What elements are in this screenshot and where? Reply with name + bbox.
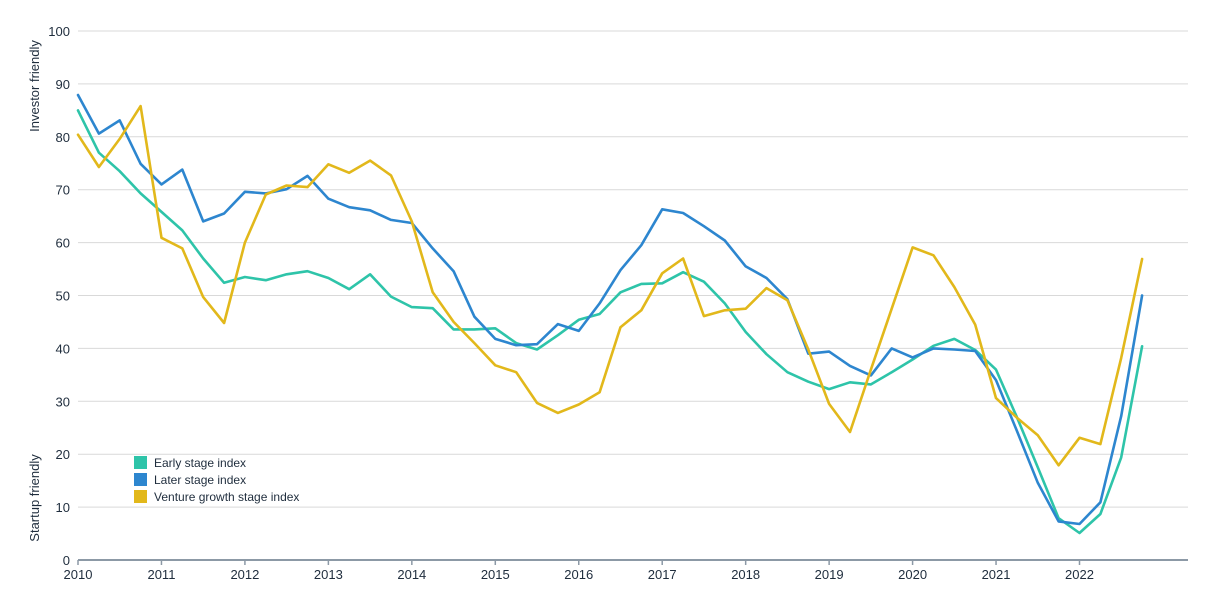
y-tick-label: 0 xyxy=(63,553,70,568)
x-tick-label: 2021 xyxy=(982,567,1011,582)
y-tick-label: 30 xyxy=(56,394,70,409)
x-axis-ticks: 2010 2011 2012 2013 2014 2015 2016 2017 2018 2019… xyxy=(64,560,1094,582)
legend-label: Early stage index xyxy=(154,456,246,470)
x-tick-label: 2013 xyxy=(314,567,343,582)
y-tick-label: 40 xyxy=(56,341,70,356)
y-tick-label: 70 xyxy=(56,183,70,198)
y-axis-ticks: 0 10 20 30 40 50 60 70 80 90 100 xyxy=(48,24,70,568)
x-tick-label: 2017 xyxy=(648,567,677,582)
x-tick-label: 2022 xyxy=(1065,567,1094,582)
series-line-2 xyxy=(76,104,1144,467)
y-tick-label: 50 xyxy=(56,289,70,304)
x-tick-label: 2015 xyxy=(481,567,510,582)
legend-swatch xyxy=(134,490,147,503)
y-tick-label: 100 xyxy=(48,24,70,39)
y-annotation-bottom: Startup friendly xyxy=(27,454,42,542)
x-tick-label: 2019 xyxy=(815,567,844,582)
legend-swatch xyxy=(134,456,147,469)
y-annotation-top: Investor friendly xyxy=(27,40,42,132)
y-tick-label: 60 xyxy=(56,236,70,251)
y-tick-label: 20 xyxy=(56,447,70,462)
series-line-1 xyxy=(76,93,1144,526)
gridlines xyxy=(78,30,1188,508)
legend-swatch xyxy=(134,473,147,486)
x-tick-label: 2016 xyxy=(564,567,593,582)
series-line-0 xyxy=(76,109,1144,535)
x-tick-label: 2011 xyxy=(147,567,175,582)
legend: Early stage index Later stage index Ventur… xyxy=(134,456,299,504)
x-tick-label: 2012 xyxy=(230,567,259,582)
y-tick-label: 80 xyxy=(56,130,70,145)
x-tick-label: 2020 xyxy=(898,567,927,582)
legend-label: Later stage index xyxy=(154,473,246,487)
legend-label: Venture growth stage index xyxy=(154,490,299,504)
y-tick-label: 10 xyxy=(56,500,70,515)
x-tick-label: 2018 xyxy=(731,567,760,582)
y-tick-label: 90 xyxy=(56,77,70,92)
x-tick-label: 2014 xyxy=(397,567,426,582)
x-tick-label: 2010 xyxy=(64,567,93,582)
series-lines xyxy=(76,93,1144,535)
